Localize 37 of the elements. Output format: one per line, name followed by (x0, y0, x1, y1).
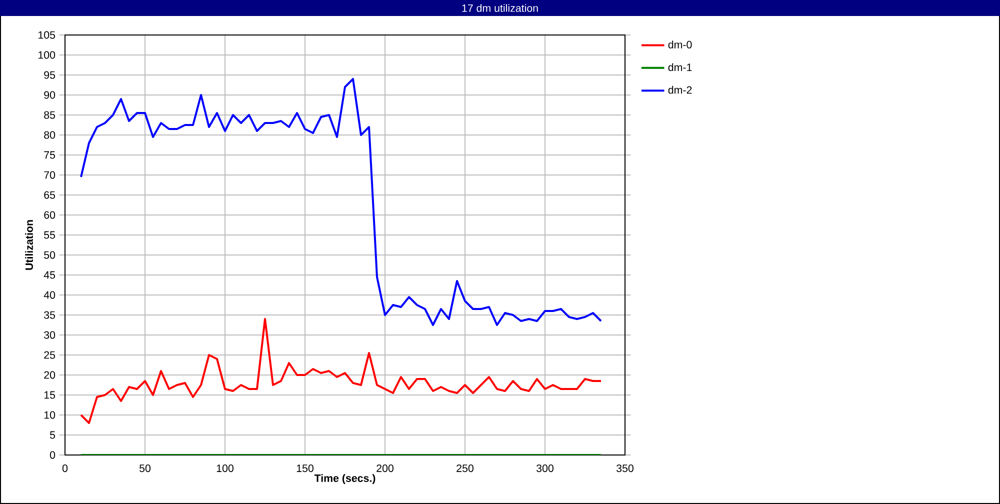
y-tick-label: 30 (44, 331, 56, 339)
y-axis-title: Utilization (25, 220, 33, 270)
x-tick-label: 150 (296, 464, 314, 472)
y-tick-label: 90 (44, 91, 56, 99)
legend-label: dm-0 (668, 40, 692, 48)
y-tick-label: 15 (44, 391, 56, 399)
y-tick-label: 60 (44, 211, 56, 219)
chart-title: 17 dm utilization (462, 4, 538, 12)
legend-label: dm-1 (668, 63, 692, 72)
x-tick-label: 0 (62, 464, 68, 472)
x-tick-label: 50 (139, 464, 151, 472)
legend-label: dm-2 (668, 86, 692, 94)
y-tick-label: 0 (50, 451, 56, 459)
y-tick-label: 35 (44, 311, 56, 319)
y-tick-label: 20 (44, 371, 56, 379)
y-tick-label: 75 (44, 151, 56, 159)
x-axis-title: Time (secs.) (314, 474, 376, 484)
y-tick-label: 55 (44, 231, 56, 239)
y-tick-label: 10 (44, 411, 56, 419)
x-tick-label: 200 (376, 464, 394, 472)
y-tick-label: 70 (44, 171, 56, 179)
y-tick-label: 95 (44, 71, 56, 79)
y-tick-label: 45 (44, 271, 56, 279)
y-tick-label: 40 (44, 291, 56, 299)
x-tick-label: 350 (616, 464, 634, 472)
x-tick-label: 300 (536, 464, 554, 472)
y-tick-label: 80 (44, 131, 56, 139)
y-tick-label: 25 (44, 351, 56, 359)
y-tick-label: 50 (44, 251, 56, 259)
x-tick-label: 100 (216, 464, 234, 472)
y-tick-label: 100 (38, 51, 56, 59)
y-tick-label: 5 (50, 431, 56, 439)
line-series (80, 78, 602, 326)
y-tick-label: 105 (38, 31, 56, 39)
y-tick-label: 65 (44, 191, 56, 199)
x-tick-label: 250 (456, 464, 474, 472)
y-tick-label: 85 (44, 111, 56, 119)
